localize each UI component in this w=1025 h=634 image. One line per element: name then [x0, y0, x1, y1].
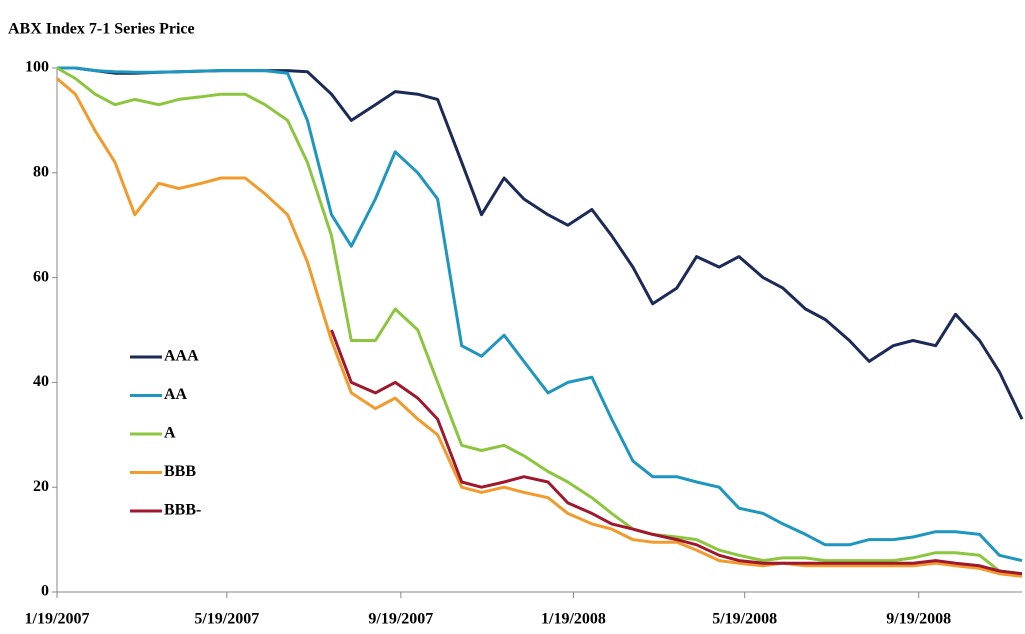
x-tick-label: 1/19/2007 — [25, 611, 90, 628]
y-tick-label: 40 — [33, 373, 49, 390]
legend-label: AAA — [164, 348, 199, 365]
legend-label: BBB — [164, 463, 196, 480]
x-tick-label: 5/19/2008 — [712, 611, 777, 628]
legend-label: AA — [164, 386, 188, 403]
series-line — [56, 77, 1023, 578]
x-tick-label: 9/19/2007 — [368, 611, 433, 628]
chart-title: ABX Index 7-1 Series Price — [8, 21, 195, 38]
y-tick-label: 0 — [41, 583, 49, 600]
y-tick-label: 60 — [33, 268, 49, 285]
x-tick-label: 1/19/2008 — [541, 611, 606, 628]
series-line — [330, 329, 1023, 576]
series-line — [57, 66, 1024, 420]
y-tick-label: 20 — [33, 478, 49, 495]
series-line — [56, 66, 1023, 576]
y-tick-label: 100 — [25, 59, 49, 76]
x-tick-label: 9/19/2008 — [886, 611, 951, 628]
legend-label: BBB- — [164, 502, 201, 519]
x-tick-label: 5/19/2007 — [194, 611, 259, 628]
series-line — [57, 66, 1023, 563]
y-tick-label: 80 — [33, 163, 49, 180]
legend-label: A — [164, 425, 176, 442]
